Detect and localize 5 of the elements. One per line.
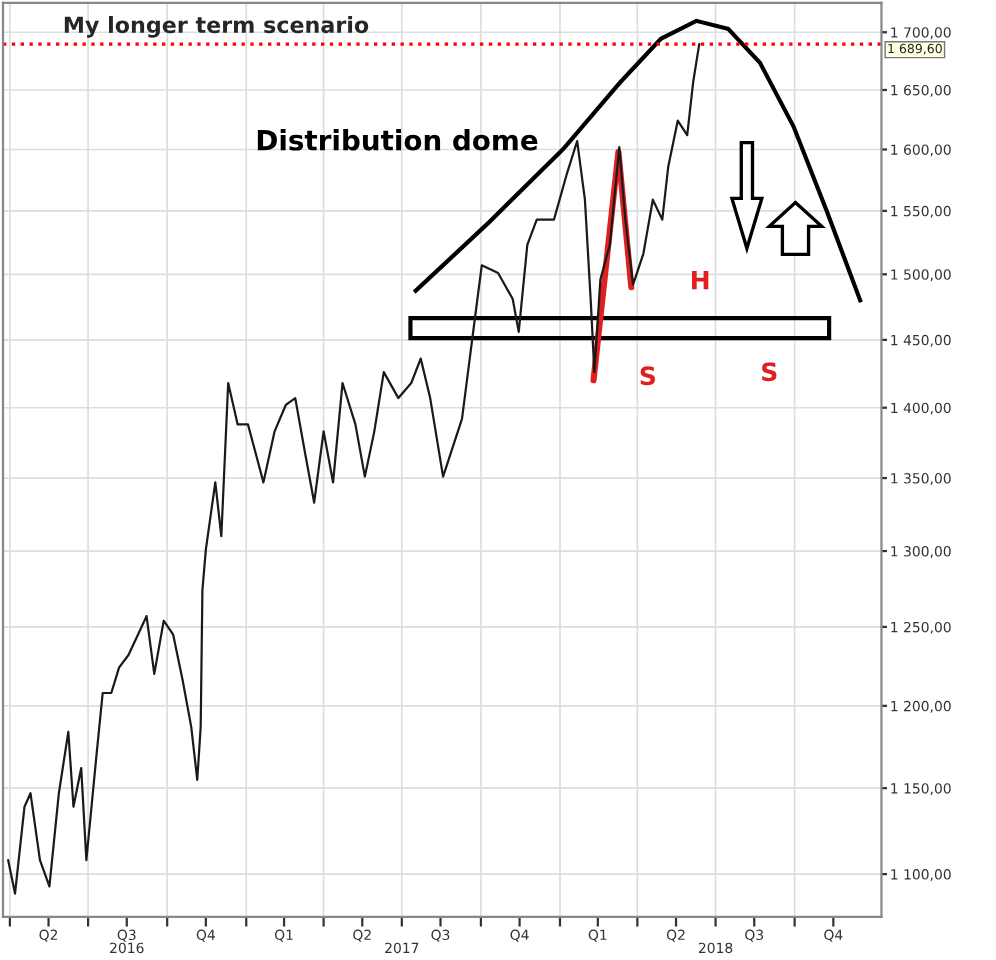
annotation: S [762, 362, 777, 382]
annotation: S [640, 366, 655, 386]
annotation: Distribution dome [257, 129, 538, 151]
annotation: H [691, 270, 709, 290]
text: My longer term scenario [64, 15, 369, 38]
